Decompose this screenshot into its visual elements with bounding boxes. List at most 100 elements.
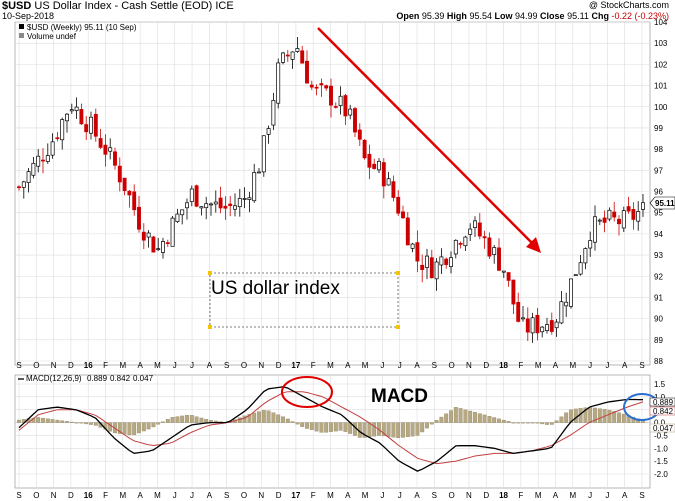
candle-body <box>237 198 242 208</box>
candle-body <box>300 50 305 64</box>
macd-histogram-bar <box>242 415 247 423</box>
date-tick-label: S <box>432 491 437 500</box>
price-y-tick-label: 101 <box>654 82 668 91</box>
candle-body <box>487 237 492 257</box>
macd-histogram-bar <box>247 414 252 423</box>
legend-volume: Volume undef <box>19 32 77 41</box>
date-tick-label: J <box>605 361 609 370</box>
date-tick-label: J <box>190 361 194 370</box>
macd-histogram-bar <box>540 422 545 425</box>
price-y-tick-label: 93 <box>654 251 663 260</box>
candle-body <box>429 257 434 279</box>
date-tick-label: D <box>483 491 489 500</box>
date-tick-label: M <box>119 361 126 370</box>
candle-body <box>185 202 189 209</box>
macd-histogram-bar <box>93 422 98 426</box>
macd-histogram-bar <box>535 422 540 424</box>
date-tick-label: 16 <box>84 491 93 500</box>
candle-body <box>218 197 223 209</box>
candle-body <box>338 95 343 106</box>
macd-histogram-bar <box>151 422 156 428</box>
price-y-tick-label: 96 <box>654 188 663 197</box>
macd-y-tick-label: -1.0 <box>654 444 668 453</box>
candle-body <box>146 232 151 238</box>
date-tick-label: 16 <box>84 361 93 370</box>
date-tick-label: S <box>224 361 229 370</box>
candle-body <box>127 190 132 196</box>
date-tick-label: 17 <box>291 491 300 500</box>
candle-body <box>463 236 468 247</box>
candle-body <box>137 206 141 230</box>
macd-histogram-bar <box>593 407 597 423</box>
candle-body <box>305 60 309 84</box>
date-tick-label: M <box>327 361 334 370</box>
candle-body <box>545 324 549 331</box>
macd-histogram-bar <box>89 422 93 425</box>
macd-histogram-bar <box>482 414 487 423</box>
macd-histogram-bar <box>612 411 617 423</box>
macd-histogram-bar <box>530 422 535 424</box>
date-tick-label: A <box>553 491 559 500</box>
date-tick-label: F <box>311 491 316 500</box>
ohlc-readout: Open 95.39 High 95.54 Low 94.99 Close 95… <box>396 11 669 21</box>
last-value-tag: 95.11 <box>649 196 675 210</box>
candle-body <box>564 301 569 307</box>
candle-body <box>122 177 127 192</box>
macd-histogram-bar <box>607 409 612 423</box>
price-y-tick-label: 90 <box>654 315 663 324</box>
date-tick-label: M <box>327 491 334 500</box>
macd-histogram-bar <box>252 412 257 423</box>
date-tick-label: S <box>639 361 644 370</box>
close-label: Close <box>540 11 565 21</box>
macd-histogram <box>17 407 645 439</box>
macd-legend-macd: 0.889 <box>87 374 108 383</box>
annotation-handle-br <box>396 325 400 329</box>
date-tick-label: D <box>483 361 489 370</box>
macd-histogram-bar <box>588 407 593 423</box>
candle-body <box>401 211 405 219</box>
candle-body <box>516 302 521 322</box>
candle-body <box>377 160 381 171</box>
date-tick-label: 18 <box>499 361 508 370</box>
price-plot-frame <box>14 21 651 366</box>
macd-histogram-bar <box>55 419 60 423</box>
candle-body <box>271 100 276 126</box>
macd-histogram-bar <box>117 422 122 434</box>
annotation-handle-tr <box>396 271 400 275</box>
macd-histogram-bar <box>492 417 497 423</box>
date-tick-label: N <box>51 361 57 370</box>
macd-histogram-bar <box>84 422 89 425</box>
macd-histogram-bar <box>69 421 74 423</box>
macd-histogram-bar <box>564 412 569 423</box>
date-tick-label: J <box>173 491 177 500</box>
annotation-dashed-rect <box>209 272 399 328</box>
candle-body <box>396 196 401 214</box>
macd-red-circle <box>281 376 333 408</box>
macd-value-tags: 0.889 0.842 0.047 <box>649 397 675 433</box>
date-tick-label: S <box>639 491 644 500</box>
candle-body <box>290 51 295 60</box>
candle-body <box>31 162 36 176</box>
candle-body <box>108 147 113 152</box>
macd-histogram-bar <box>429 422 434 425</box>
last-value-text: 95.11 <box>655 199 675 208</box>
price-y-tick-label: 89 <box>654 336 663 345</box>
candle-body <box>492 247 497 255</box>
macd-histogram-bar <box>60 420 65 423</box>
macd-y-tick-label: -1.5 <box>654 457 668 466</box>
trend-arrow-head <box>526 237 541 253</box>
price-y-tick-label: 88 <box>654 357 663 366</box>
macd-histogram-bar <box>545 422 549 425</box>
candle-body <box>252 172 257 202</box>
date-tick-label: M <box>535 491 542 500</box>
macd-histogram-bar <box>506 421 511 423</box>
macd-tag-macd-bg <box>649 397 675 407</box>
price-candles <box>17 37 645 343</box>
candle-body <box>521 317 525 320</box>
macd-histogram-bar <box>386 422 391 437</box>
macd-histogram-bar <box>194 416 199 423</box>
date-tick-label: A <box>622 491 628 500</box>
annotation-handle-tl <box>208 271 212 275</box>
date-tick-label: A <box>207 491 213 500</box>
macd-histogram-bar <box>271 412 276 423</box>
